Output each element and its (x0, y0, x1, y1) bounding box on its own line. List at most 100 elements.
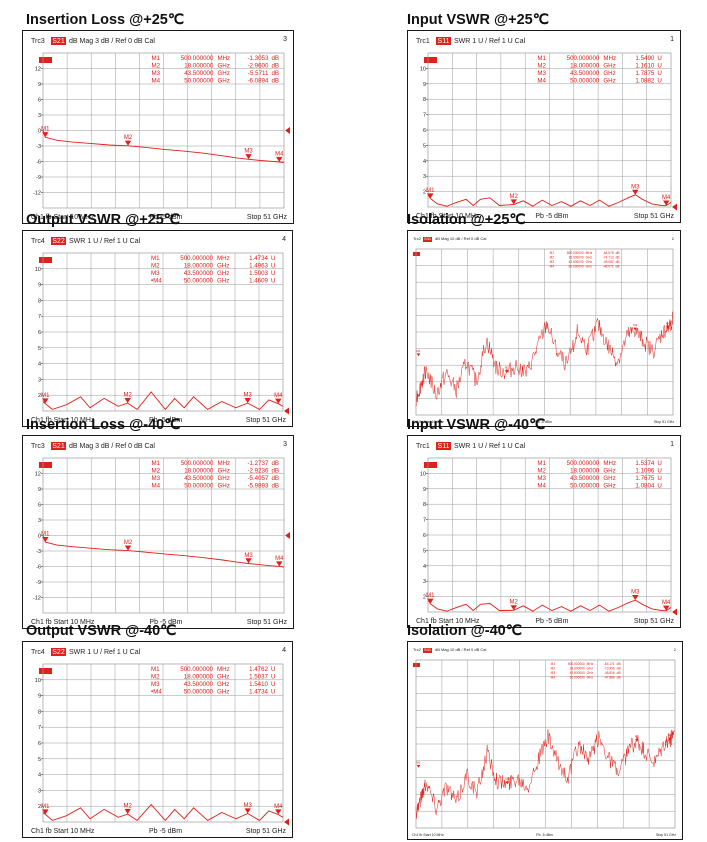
marker-readout-y: -6.0894 (247, 78, 269, 85)
marker-triangle[interactable] (276, 156, 283, 162)
marker-triangle[interactable] (504, 370, 509, 374)
ref-box (39, 57, 52, 63)
marker-triangle[interactable] (42, 132, 49, 138)
trace-format: SWR 1 U / Ref 1 U Cal (69, 649, 141, 656)
marker-readout-name: M4 (551, 676, 556, 680)
y-tick-label: 2 (38, 804, 41, 810)
footer-stop: Stop 51 GHz (247, 619, 288, 626)
channel-index: 4 (282, 236, 286, 243)
marker-readout-x: 500.000000 (181, 55, 214, 62)
ref-level-arrow (284, 407, 289, 415)
marker-readout-xunit: GHz (603, 475, 615, 482)
y-tick-label: 12 (35, 67, 41, 73)
footer-start: Ch1 fb Start 10 MHz (412, 420, 444, 424)
s-param-badge[interactable] (51, 442, 66, 450)
channel-index: 3 (283, 441, 287, 448)
s-param-badge[interactable] (51, 37, 66, 45)
y-tick-label: 8 (38, 298, 41, 304)
y-tick-label: 2 (423, 190, 426, 196)
marker-triangle[interactable] (124, 545, 132, 551)
s-param-badge[interactable] (436, 442, 451, 450)
marker-readout-y: -1.3053 (247, 55, 269, 62)
marker-readout-x: 50.000000 (184, 483, 214, 490)
marker-readout-x: 50.000000 (569, 265, 584, 269)
marker-readout-y: -2.9236 (247, 468, 269, 475)
marker-readout-x: 50.000000 (184, 278, 214, 285)
marker-triangle[interactable] (416, 353, 421, 357)
marker-triangle[interactable] (427, 598, 434, 604)
chart-svg: Trc2 S41 dB Mag 10 dB / Ref 0 dB Cal 2 M1 500… (412, 236, 675, 424)
chart-panel: Input VSWR @-40℃ Trc1 S11 SWR 1 U / Ref 1 U… (407, 417, 683, 630)
marker-triangle[interactable] (276, 561, 283, 567)
marker-triangle[interactable] (633, 327, 637, 331)
trace-line (42, 130, 285, 163)
marker-triangle[interactable] (245, 558, 252, 564)
marker-triangle[interactable] (275, 809, 282, 815)
s-param-badge[interactable] (51, 237, 66, 245)
marker-triangle[interactable] (124, 808, 131, 815)
s-param-label: S41 (424, 647, 432, 652)
analyzer-screen: Trc3 S21 dB Mag 3 dB / Ref 0 dB Cal 3 12 9 6 3 0… (22, 30, 294, 224)
marker-readout-name: M3 (151, 270, 160, 277)
marker-readout-x: 50.000000 (184, 689, 214, 696)
y-tick-label: 4 (38, 773, 41, 779)
trace-format: dB Mag 10 dB / Ref 0 dB Cal (435, 236, 486, 241)
trace-name: Trc1 (416, 38, 430, 45)
marker-triangle[interactable] (42, 809, 49, 815)
marker-triangle[interactable] (632, 189, 639, 195)
marker-readout-xunit: MHz (217, 460, 230, 467)
marker-triangle[interactable] (244, 397, 251, 404)
marker-triangle[interactable] (275, 398, 282, 404)
marker-readout-yunit: dB (271, 460, 279, 467)
marker-triangle[interactable] (124, 398, 131, 404)
marker-readout-yunit: dB (271, 475, 279, 482)
y-tick-label: -12 (33, 596, 41, 602)
marker-triangle[interactable] (505, 781, 510, 785)
marker-triangle[interactable] (632, 595, 639, 601)
y-tick-label: 8 (423, 97, 426, 103)
ref-box (39, 668, 52, 674)
footer-start: Ch1 fb Start 10 MHz (31, 619, 95, 626)
marker-readout-name: M2 (151, 263, 160, 270)
grid (415, 659, 676, 829)
marker-triangle[interactable] (42, 536, 49, 543)
marker-triangle[interactable] (244, 808, 251, 814)
marker-triangle[interactable] (666, 325, 670, 329)
marker-triangle[interactable] (663, 200, 670, 206)
marker-triangle[interactable] (510, 605, 517, 611)
s-param-badge[interactable] (51, 648, 66, 656)
marker-readout-x: 18.000000 (184, 468, 214, 475)
marker-readout-yunit: dB (616, 256, 620, 260)
marker-label: M4 (666, 321, 670, 325)
trace-format: SWR 1 U / Ref 1 U Cal (69, 238, 141, 245)
s-param-badge[interactable] (436, 37, 451, 45)
grid (427, 457, 672, 613)
marker-triangle[interactable] (245, 154, 252, 160)
y-tick-label: 4 (38, 362, 41, 368)
marker-readout-y: 1.5003 (249, 270, 268, 277)
marker-triangle[interactable] (635, 739, 639, 743)
y-tick-label: 12 (35, 472, 41, 478)
marker-triangle[interactable] (42, 398, 49, 404)
marker-triangle[interactable] (668, 737, 672, 741)
marker-triangle[interactable] (427, 193, 434, 199)
marker-readout-xunit: GHz (587, 671, 594, 675)
ref-level-arrow (285, 127, 290, 134)
marker-readout-name: M3 (151, 70, 160, 77)
marker-readout-xunit: MHz (586, 251, 593, 255)
s-param-badge[interactable] (423, 237, 432, 242)
s-param-badge[interactable] (423, 648, 432, 653)
marker-readout-yunit: U (271, 278, 275, 285)
chart-title: Input VSWR @+25℃ (407, 12, 550, 28)
y-tick-label: 6 (38, 98, 41, 104)
marker-triangle[interactable] (510, 199, 517, 205)
footer-stop: Stop 51 GHz (247, 214, 288, 221)
ref-level-arrow (672, 608, 677, 616)
marker-triangle[interactable] (416, 764, 421, 768)
trace-format: dB Mag 10 dB / Ref 0 dB Cal (435, 647, 486, 652)
marker-triangle[interactable] (124, 140, 132, 146)
marker-readout-xunit: GHz (217, 270, 229, 277)
y-tick-label: 3 (423, 579, 426, 585)
marker-triangle[interactable] (663, 605, 670, 611)
marker-readout-x: 18.000000 (570, 63, 600, 70)
